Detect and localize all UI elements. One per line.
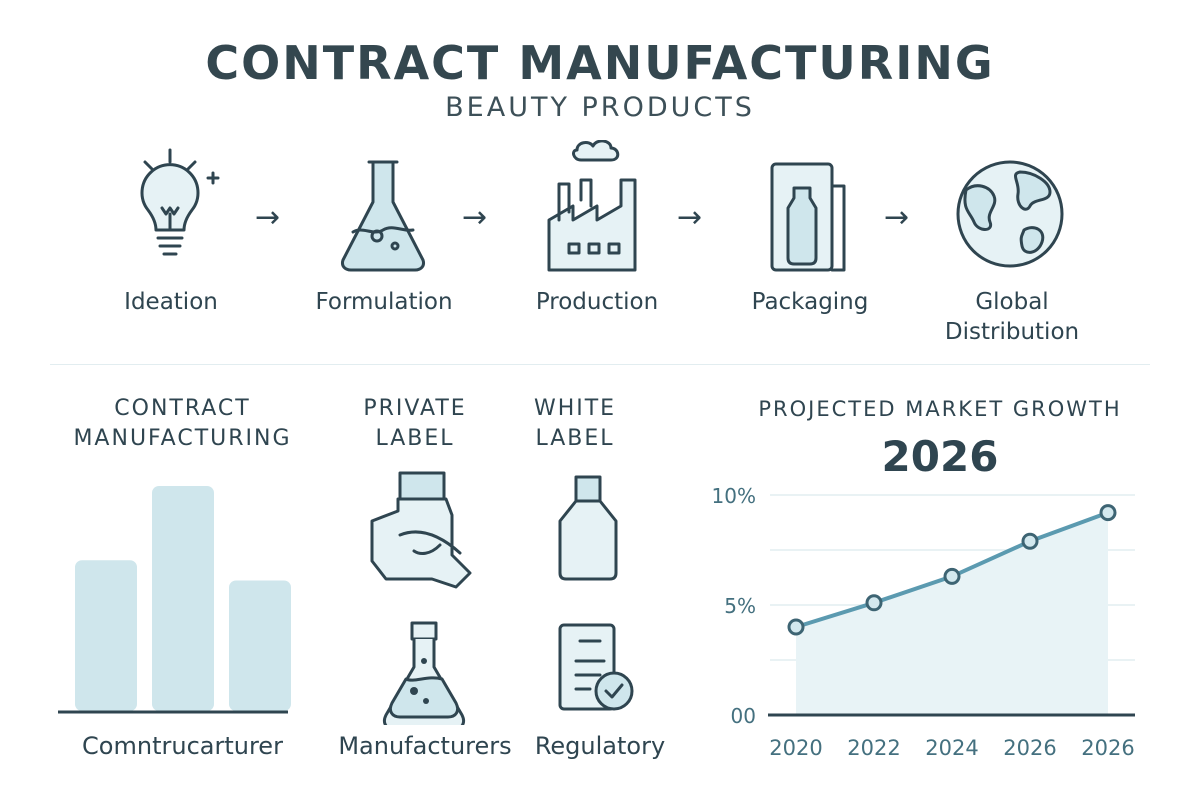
arrow-icon: → <box>884 200 910 235</box>
data-point <box>1099 504 1117 522</box>
globe-icon <box>956 160 1064 268</box>
bottle-icon <box>558 475 618 581</box>
growth-chart: 2020 2022 2024 2026 2026 00 5% 10% <box>712 484 1135 760</box>
page-subtitle: BEAUTY PRODUCTS <box>445 92 755 123</box>
area-fill <box>796 512 1108 715</box>
heading-line: MANUFACTURING <box>73 426 292 451</box>
heading-line: WHITE <box>533 396 617 421</box>
arrow-icon: → <box>462 200 488 235</box>
label-icons <box>370 471 634 725</box>
contract-heading: CONTRACT MANUFACTURING <box>40 394 325 454</box>
step-production: Production <box>535 289 659 315</box>
bar-chart <box>58 486 291 714</box>
document-check-icon <box>558 623 634 711</box>
x-tick-label: 2026 <box>1081 736 1134 760</box>
factory-icon <box>547 140 637 272</box>
heading-line: LABEL <box>535 426 615 451</box>
white-label-heading: WHITE LABEL <box>510 394 640 454</box>
bar <box>75 560 137 711</box>
heading-line: LABEL <box>375 426 455 451</box>
x-tick-label: 2020 <box>769 736 822 760</box>
bar <box>152 486 214 711</box>
x-tick-label: 2022 <box>847 736 900 760</box>
data-point <box>787 618 805 636</box>
step-packaging: Packaging <box>751 289 869 315</box>
process-icons <box>140 140 1064 272</box>
arrow-icon: → <box>255 200 281 235</box>
contract-caption: Comntrucarturer <box>82 732 283 760</box>
data-point <box>1021 532 1039 550</box>
x-tick-label: 2026 <box>1003 736 1056 760</box>
hand-holding-jar-icon <box>370 471 472 589</box>
lightbulb-icon <box>140 148 220 256</box>
y-tick-label: 5% <box>724 594 756 618</box>
flask-icon <box>382 621 466 725</box>
growth-year: 2026 <box>881 432 999 481</box>
step-ideation: Ideation <box>124 289 218 315</box>
y-tick-label: 00 <box>731 704 756 728</box>
data-point <box>943 567 961 585</box>
step-formulation: Formulation <box>315 289 453 315</box>
step-global-distribution: Global Distribution <box>944 289 1080 345</box>
page-title: CONTRACT MANUFACTURING <box>205 36 995 90</box>
divider <box>50 364 1150 365</box>
arrow-icon: → <box>677 200 703 235</box>
growth-heading: PROJECTED MARKET GROWTH <box>758 397 1122 421</box>
private-caption: Manufacturers <box>338 732 512 760</box>
bar <box>229 580 291 711</box>
data-point <box>865 594 883 612</box>
package-bottle-icon <box>770 162 846 272</box>
y-tick-label: 10% <box>712 484 756 508</box>
white-caption: Regulatory <box>534 732 666 760</box>
flask-icon <box>341 160 425 272</box>
heading-line: CONTRACT <box>114 396 251 421</box>
private-label-heading: PRIVATE LABEL <box>335 394 495 454</box>
x-tick-label: 2024 <box>925 736 978 760</box>
heading-line: PRIVATE <box>363 396 467 421</box>
